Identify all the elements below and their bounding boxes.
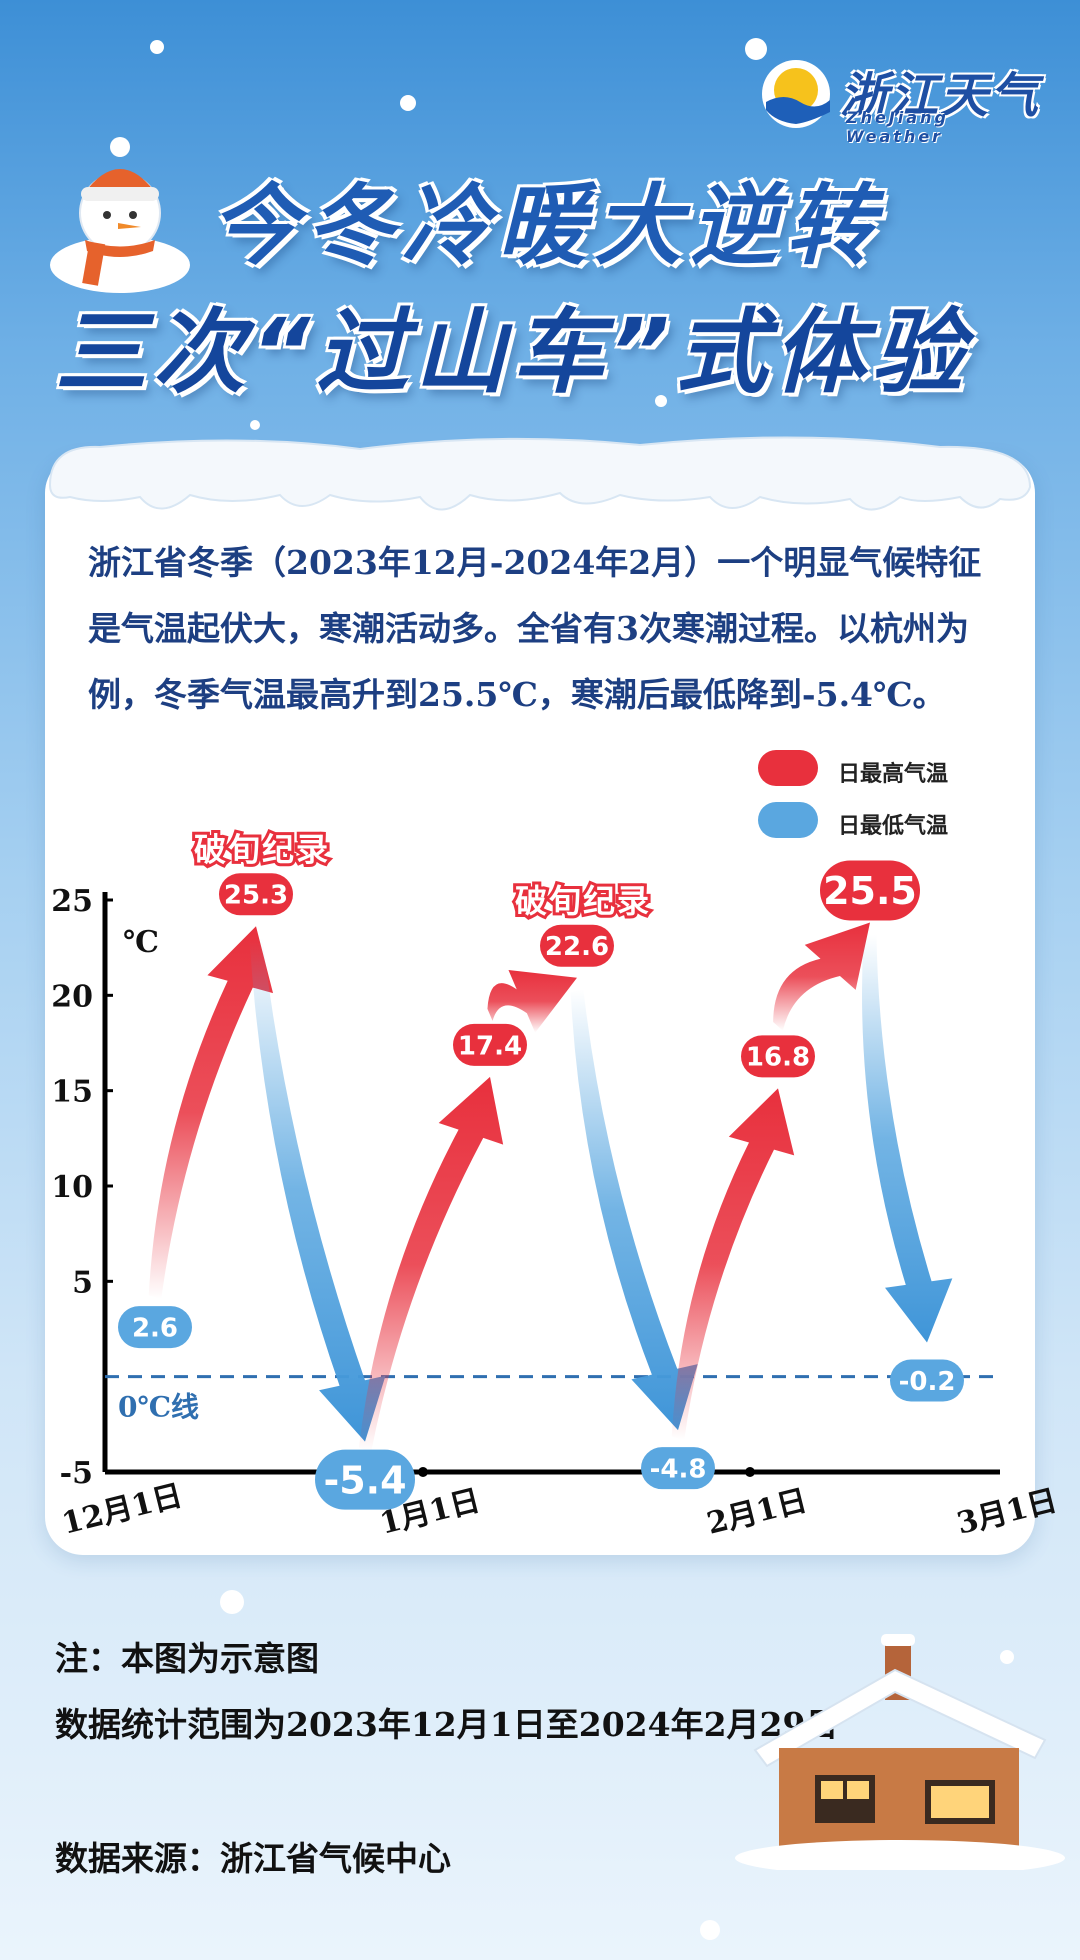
data-source: 数据来源：浙江省气候中心 [55, 1839, 451, 1878]
value-label: -0.2 [899, 1367, 956, 1397]
snow-dot [745, 38, 767, 60]
snow-house-icon [735, 1634, 1065, 1870]
snow-cap-decoration [48, 436, 1032, 511]
y-tick-label: 5 [72, 1265, 93, 1300]
legend-high-swatch [758, 750, 818, 786]
value-label: 2.6 [132, 1313, 178, 1343]
rise-arrow [358, 1076, 504, 1452]
snow-dot [250, 420, 260, 430]
y-tick-label: 10 [51, 1170, 93, 1205]
fall-arrow [862, 934, 953, 1343]
brand-name: 浙江天气 [840, 68, 1041, 124]
value-pill-high [453, 1023, 527, 1066]
page-title: 今冬冷暖大逆转 [210, 174, 883, 277]
value-label: 17.4 [458, 1031, 522, 1061]
note-range: 数据统计范围为2023年12月1日至2024年2月29日 [55, 1705, 839, 1744]
value-pill-low [118, 1306, 192, 1349]
record-label: 破旬纪录 [194, 830, 330, 868]
record-label: 破旬纪录 [515, 882, 651, 920]
brand-sub: ZheJiang Weather [846, 108, 949, 146]
value-label: 22.6 [545, 932, 609, 962]
value-pill-high [820, 860, 920, 921]
x-tick-label: 3月1日 [953, 1483, 1060, 1542]
snowman-icon [50, 137, 190, 293]
snow-dot [400, 95, 416, 111]
page-subtitle: 三次“过山车”式体验 [55, 299, 970, 406]
value-pill-low [641, 1447, 715, 1490]
value-label: 16.8 [746, 1043, 810, 1073]
value-pill-low [315, 1449, 415, 1510]
value-label: 25.5 [823, 869, 917, 913]
x-tick [418, 1467, 428, 1477]
y-tick-label: 15 [51, 1075, 93, 1110]
brand-logo: 浙江天气 ZheJiang Weather [760, 56, 1050, 146]
value-pill-high [741, 1035, 815, 1078]
rise-arrow [671, 1088, 795, 1440]
sun-logo-icon [762, 60, 830, 128]
snow-dot [655, 395, 667, 407]
value-pill-high [219, 873, 293, 916]
x-tick-label: 2月1日 [703, 1483, 810, 1542]
value-label: -4.8 [650, 1455, 707, 1485]
value-label: -5.4 [323, 1458, 406, 1502]
snow-dot [700, 1920, 720, 1940]
rise-arrow [487, 970, 577, 1033]
fall-arrow [249, 937, 386, 1442]
value-pill-high [540, 924, 614, 967]
snow-dot [150, 40, 164, 54]
snow-dot [1000, 1650, 1014, 1664]
y-tick-label: 20 [51, 979, 93, 1014]
y-tick-label: -5 [60, 1456, 93, 1491]
x-tick [745, 1467, 755, 1477]
legend-high-label: 日最高气温 [838, 762, 949, 787]
snow-dot [220, 1590, 244, 1614]
y-unit-label: ℃ [123, 925, 159, 960]
legend-low-swatch [758, 802, 818, 838]
legend-low-label: 日最低气温 [838, 814, 949, 839]
note-schematic: 注：本图为示意图 [55, 1639, 319, 1678]
y-tick-label: 25 [51, 884, 93, 919]
description-text: 浙江省冬季（2023年12月-2024年2月）一个明显气候特征是气温起伏大，寒潮… [88, 543, 982, 714]
value-pill-low [890, 1359, 964, 1402]
rise-arrow [773, 922, 870, 1031]
value-label: 25.3 [224, 881, 288, 911]
fall-arrow [570, 989, 698, 1431]
zero-line-label: 0℃线 [118, 1391, 199, 1424]
